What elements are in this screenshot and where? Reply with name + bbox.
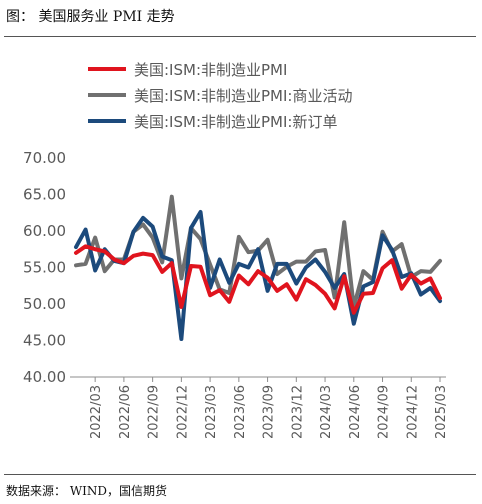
y-tick-label: 45.00 (23, 332, 66, 350)
y-tick-label: 65.00 (23, 186, 66, 204)
top-rule (4, 36, 476, 37)
y-axis-ticks: 40.00 45.00 50.00 55.00 60.00 65.00 70.00 (23, 149, 66, 386)
x-tick-label: 2024/09 (377, 385, 392, 439)
data-source: 数据来源： WIND，国信期货 (6, 484, 168, 498)
y-tick-label: 40.00 (23, 368, 66, 386)
legend-label-2: 美国:ISM:非制造业PMI:商业活动 (134, 87, 352, 105)
bottom-rule (4, 474, 476, 475)
x-tick-label: 2024/03 (319, 385, 334, 439)
figure-title: 图： 美国服务业 PMI 走势 (6, 9, 175, 25)
legend-label-3: 美国:ISM:非制造业PMI:新订单 (134, 113, 337, 131)
x-tick-label: 2024/06 (348, 385, 363, 439)
series-lines (74, 194, 442, 342)
x-tick-label: 2022/09 (147, 385, 162, 439)
x-tick-label: 2024/12 (405, 385, 420, 439)
series-line-1 (74, 244, 442, 315)
x-tick-label: 2023/03 (204, 385, 219, 439)
x-tick-label: 2023/06 (233, 385, 248, 439)
x-tick-label: 2022/06 (118, 385, 133, 439)
x-tick-label: 2022/12 (175, 385, 190, 439)
y-tick-label: 55.00 (23, 259, 66, 277)
x-tick-label: 2023/12 (290, 385, 305, 439)
x-tick-label: 2023/09 (262, 385, 277, 439)
x-tick-label: 2025/03 (434, 385, 449, 439)
y-tick-label: 50.00 (23, 295, 66, 313)
y-tick-label: 60.00 (23, 222, 66, 240)
legend-label-1: 美国:ISM:非制造业PMI (134, 61, 287, 79)
y-tick-label: 70.00 (23, 149, 66, 167)
x-axis-ticks: 2022/03 2022/06 2022/09 2022/12 2023/03 2023/… (89, 377, 449, 439)
legend: 美国:ISM:非制造业PMI 美国:ISM:非制造业PMI:商业活动美国:ISM:… (88, 61, 352, 131)
x-tick-label: 2022/03 (89, 385, 104, 439)
series-line-3 (74, 210, 442, 342)
